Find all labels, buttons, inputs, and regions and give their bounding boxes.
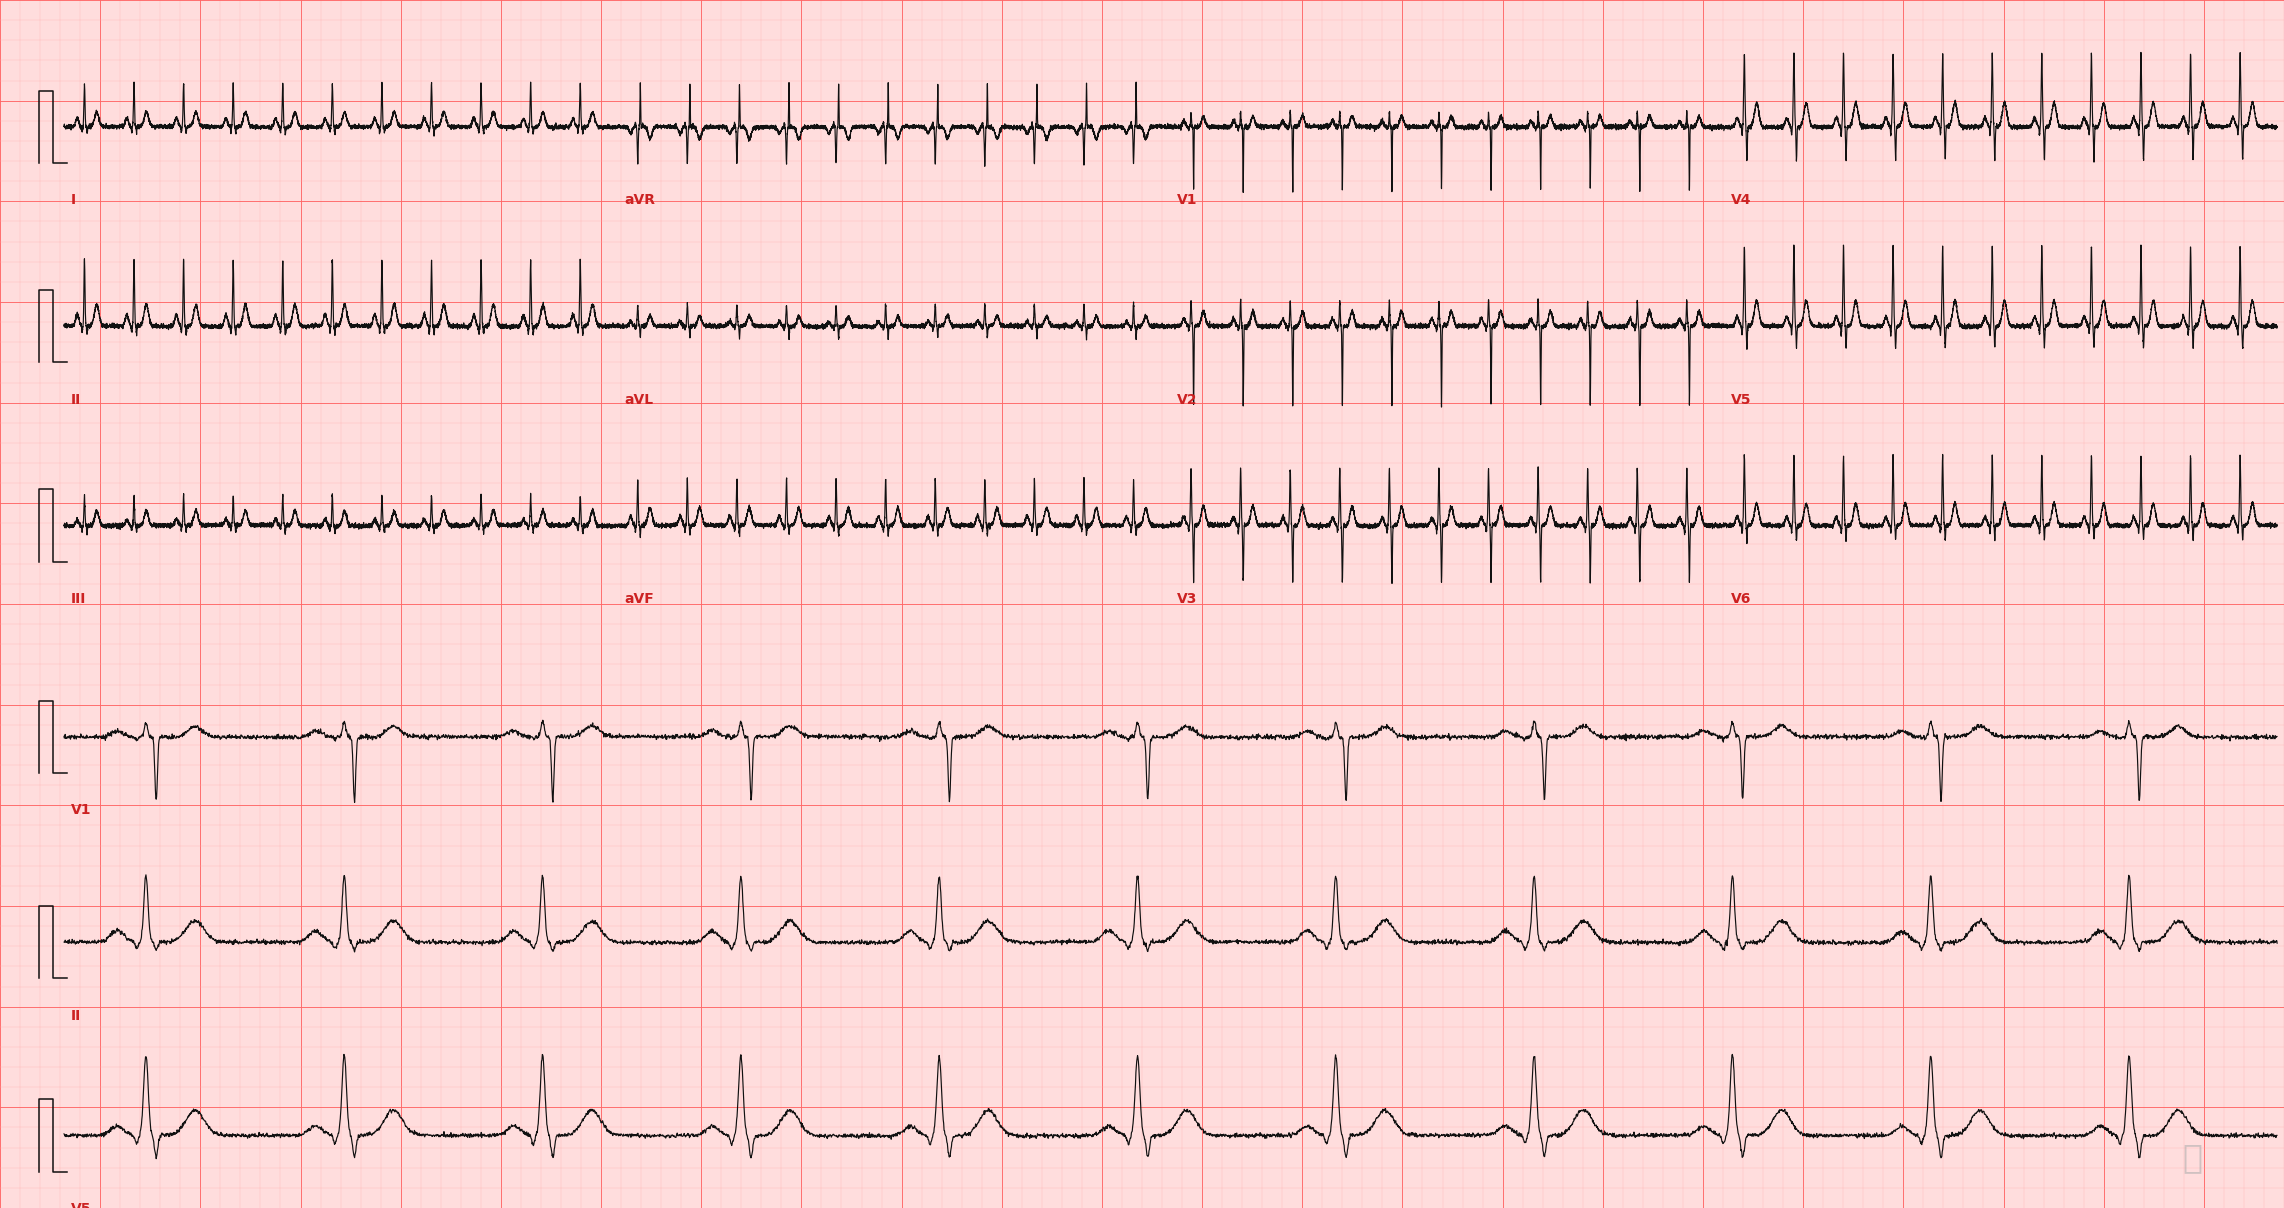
Text: II: II: [71, 393, 80, 407]
Text: V2: V2: [1179, 393, 1197, 407]
Text: III: III: [71, 592, 87, 606]
Text: aVL: aVL: [624, 393, 653, 407]
Text: V1: V1: [71, 803, 91, 818]
Text: V1: V1: [1179, 193, 1197, 208]
Text: V5: V5: [1731, 393, 1752, 407]
Text: I: I: [71, 193, 75, 208]
Text: V3: V3: [1179, 592, 1197, 606]
Text: aVR: aVR: [624, 193, 656, 208]
Text: V6: V6: [1731, 592, 1752, 606]
Text: 🐂: 🐂: [2184, 1142, 2202, 1174]
Text: V5: V5: [71, 1202, 91, 1208]
Text: V4: V4: [1731, 193, 1752, 208]
Text: aVF: aVF: [624, 592, 653, 606]
Text: II: II: [71, 1009, 80, 1023]
